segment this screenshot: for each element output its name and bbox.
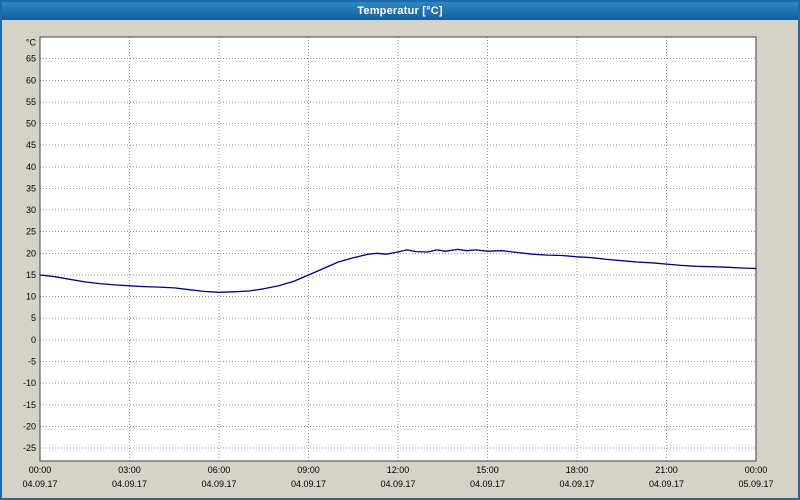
svg-text:04.09.17: 04.09.17	[380, 479, 415, 489]
svg-text:5: 5	[31, 313, 36, 323]
svg-text:18:00: 18:00	[566, 465, 589, 475]
svg-text:20: 20	[26, 248, 36, 258]
svg-text:04.09.17: 04.09.17	[470, 479, 505, 489]
svg-text:40: 40	[26, 162, 36, 172]
svg-text:04.09.17: 04.09.17	[649, 479, 684, 489]
svg-text:21:00: 21:00	[655, 465, 678, 475]
svg-text:15: 15	[26, 270, 36, 280]
svg-text:00:00: 00:00	[745, 465, 768, 475]
svg-text:10: 10	[26, 292, 36, 302]
svg-text:04.09.17: 04.09.17	[291, 479, 326, 489]
svg-text:25: 25	[26, 227, 36, 237]
svg-text:06:00: 06:00	[208, 465, 231, 475]
svg-text:04.09.17: 04.09.17	[22, 479, 57, 489]
svg-text:-20: -20	[23, 421, 36, 431]
svg-text:03:00: 03:00	[118, 465, 141, 475]
svg-text:65: 65	[26, 54, 36, 64]
svg-text:-5: -5	[28, 356, 36, 366]
svg-text:-15: -15	[23, 400, 36, 410]
svg-text:00:00: 00:00	[29, 465, 52, 475]
svg-text:05.09.17: 05.09.17	[738, 479, 773, 489]
temperature-line-chart: 65605550454035302520151050-5-10-15-20-25…	[22, 36, 774, 489]
svg-text:04.09.17: 04.09.17	[559, 479, 594, 489]
chart-container: 65 60 55 50 45 40 35 30 25 20 15 10 5 0 -5 -10 -15 -20 -25…	[2, 20, 798, 498]
svg-text:04.09.17: 04.09.17	[112, 479, 147, 489]
window-title: Temperatur [°C]	[357, 5, 443, 17]
svg-text:50: 50	[26, 119, 36, 129]
svg-text:0: 0	[31, 335, 36, 345]
svg-text:04.09.17: 04.09.17	[201, 479, 236, 489]
svg-text:-10: -10	[23, 378, 36, 388]
svg-text:45: 45	[26, 140, 36, 150]
svg-text:°C: °C	[26, 38, 37, 48]
svg-text:15:00: 15:00	[476, 465, 499, 475]
svg-text:09:00: 09:00	[297, 465, 320, 475]
svg-text:30: 30	[26, 205, 36, 215]
svg-text:35: 35	[26, 183, 36, 193]
svg-text:-25: -25	[23, 443, 36, 453]
window-titlebar: Temperatur [°C]	[2, 2, 798, 20]
svg-text:12:00: 12:00	[387, 465, 410, 475]
svg-text:55: 55	[26, 97, 36, 107]
svg-text:60: 60	[26, 75, 36, 85]
